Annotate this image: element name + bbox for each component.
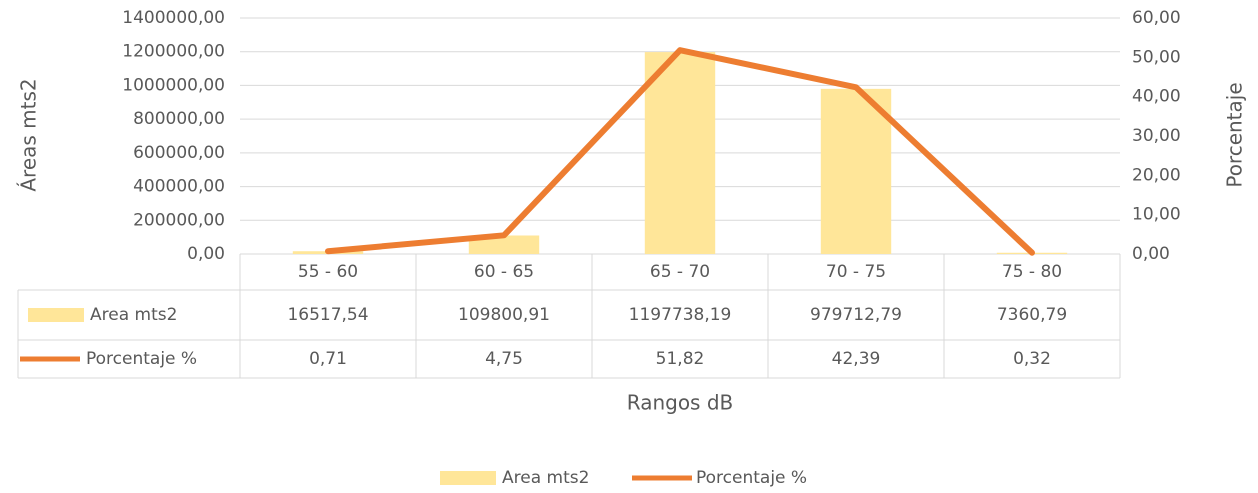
table-value: 42,39 (832, 349, 881, 369)
legend-label: Area mts2 (502, 468, 589, 488)
x-tick-label: 75 - 80 (1002, 262, 1062, 282)
y-tick-label: 600000,00 (133, 143, 225, 163)
y-tick-label: 200000,00 (133, 210, 225, 230)
y2-tick-label: 40,00 (1132, 87, 1181, 107)
y2-tick-label: 60,00 (1132, 8, 1181, 28)
table-value: 4,75 (485, 349, 523, 369)
table-value: 51,82 (656, 349, 705, 369)
legend-key (440, 471, 496, 485)
table-value: 16517,54 (287, 305, 368, 325)
table-value: 7360,79 (997, 305, 1067, 325)
y-axis-title: Áreas mts2 (17, 78, 41, 191)
x-tick-label: 65 - 70 (650, 262, 710, 282)
x-tick-label: 60 - 65 (474, 262, 534, 282)
y2-tick-label: 0,00 (1132, 244, 1170, 264)
x-tick-label: 55 - 60 (298, 262, 358, 282)
y-tick-label: 1200000,00 (122, 42, 225, 62)
table-legend-label: Area mts2 (90, 305, 177, 325)
table-legend-label: Porcentaje % (86, 349, 197, 369)
y-tick-label: 0,00 (187, 244, 225, 264)
table-value: 0,32 (1013, 349, 1051, 369)
y2-tick-label: 50,00 (1132, 47, 1181, 67)
line (325, 47, 1035, 256)
bar (820, 88, 892, 254)
bar (468, 235, 540, 254)
y-tick-label: 1000000,00 (122, 75, 225, 95)
legend-label: Porcentaje % (696, 468, 807, 488)
table-value: 1197738,19 (629, 305, 732, 325)
y-tick-label: 1400000,00 (122, 8, 225, 28)
x-axis-title: Rangos dB (627, 391, 734, 415)
y2-tick-label: 30,00 (1132, 126, 1181, 146)
y-tick-label: 800000,00 (133, 109, 225, 129)
y2-tick-label: 10,00 (1132, 205, 1181, 225)
table-value: 0,71 (309, 349, 347, 369)
x-tick-label: 70 - 75 (826, 262, 886, 282)
table-legend-key (28, 308, 84, 322)
bar (644, 52, 716, 254)
y2-axis-title: Porcentaje (1223, 82, 1247, 187)
y2-tick-label: 20,00 (1132, 165, 1181, 185)
table-value: 979712,79 (810, 305, 902, 325)
y-tick-label: 400000,00 (133, 177, 225, 197)
table-value: 109800,91 (458, 305, 550, 325)
